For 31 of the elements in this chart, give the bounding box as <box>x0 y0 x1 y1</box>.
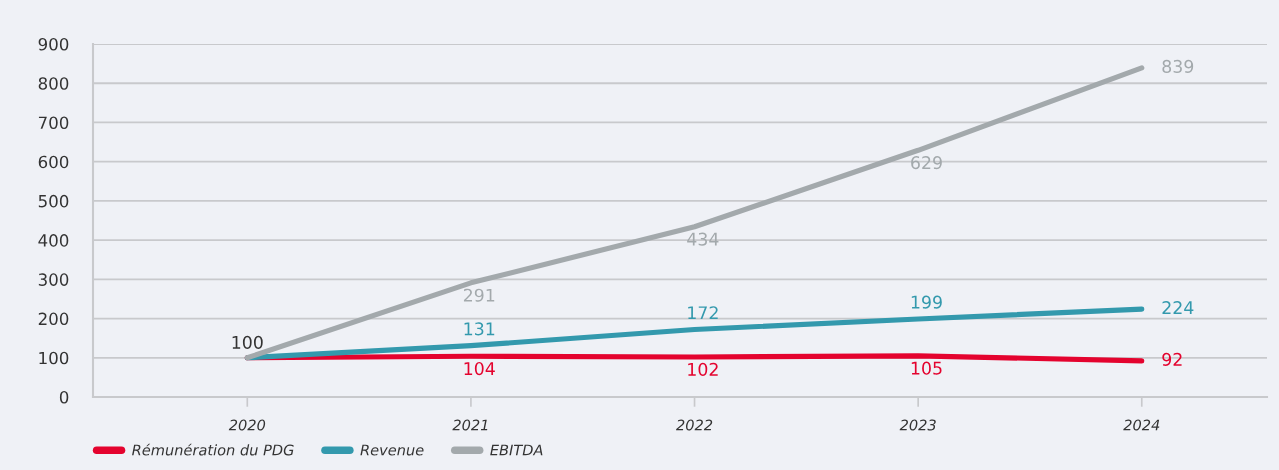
y-tick-label: 600 <box>38 155 69 169</box>
x-tick-label: 2021 <box>452 419 488 431</box>
data-label: 172 <box>688 306 718 320</box>
x-tick-label: 2020 <box>228 419 266 431</box>
data-label: 92 <box>1162 352 1182 366</box>
data-label: 131 <box>464 322 495 336</box>
data-label: 105 <box>911 361 942 375</box>
y-tick-label: 300 <box>38 273 69 286</box>
data-label: 104 <box>464 362 495 376</box>
legend-label: EBITDA <box>490 444 543 456</box>
x-tick-label: 2022 <box>676 419 713 431</box>
x-tick-label: 2024 <box>1123 419 1160 431</box>
legend-label: Revenue <box>360 444 424 456</box>
annotation: 100 <box>232 335 263 349</box>
data-label: 291 <box>463 288 495 302</box>
y-tick-label: 900 <box>38 37 69 51</box>
data-label: 199 <box>911 295 942 309</box>
y-tick-label: 500 <box>38 194 69 208</box>
y-tick-label: 800 <box>38 77 69 90</box>
y-tick-label: 700 <box>38 116 69 130</box>
y-tick-label: 0 <box>59 390 69 404</box>
data-label: 629 <box>911 156 942 170</box>
y-tick-label: 400 <box>38 234 69 247</box>
x-tick-label: 2023 <box>899 419 936 431</box>
data-label: 224 <box>1162 301 1194 314</box>
y-tick-label: 100 <box>39 351 69 365</box>
data-label: 434 <box>687 232 719 246</box>
data-label: 102 <box>688 362 718 376</box>
data-label: 839 <box>1162 59 1194 73</box>
legend-label: Rémunération du PDG <box>132 443 294 456</box>
y-tick-label: 200 <box>38 312 69 326</box>
